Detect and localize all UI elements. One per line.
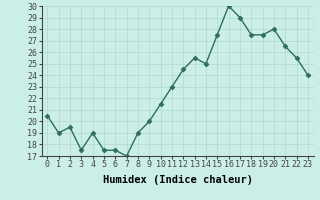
X-axis label: Humidex (Indice chaleur): Humidex (Indice chaleur) xyxy=(103,175,252,185)
